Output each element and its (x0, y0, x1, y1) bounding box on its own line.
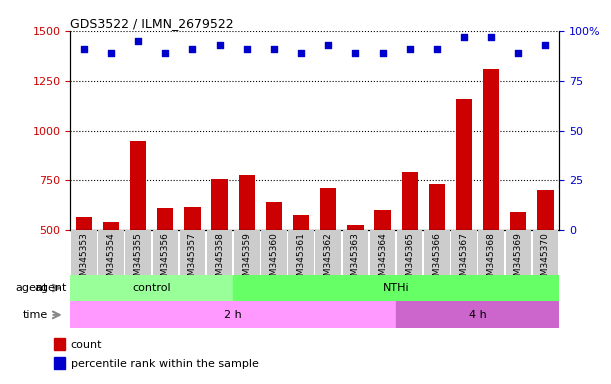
Text: GSM345355: GSM345355 (134, 233, 142, 288)
Text: GSM345364: GSM345364 (378, 233, 387, 287)
Bar (185, 207, 200, 330)
Bar (347, 225, 364, 330)
Bar (452, 230, 477, 275)
Bar (375, 210, 390, 330)
Text: GSM345353: GSM345353 (79, 233, 89, 288)
Text: control: control (133, 283, 171, 293)
Bar (478, 230, 504, 275)
Bar (70, 275, 233, 301)
Text: GSM345362: GSM345362 (324, 233, 333, 287)
Bar (396, 301, 559, 328)
Text: percentile rank within the sample: percentile rank within the sample (71, 359, 258, 369)
Text: GDS3522 / ILMN_2679522: GDS3522 / ILMN_2679522 (70, 17, 234, 30)
Bar (370, 230, 395, 275)
Text: GSM345368: GSM345368 (487, 233, 496, 288)
Bar (125, 230, 151, 275)
Point (79, 46, 89, 52)
Bar (266, 202, 282, 330)
Bar (130, 141, 146, 330)
Text: time: time (23, 310, 48, 320)
Point (486, 34, 496, 40)
Bar (54, 357, 65, 369)
Bar (397, 230, 422, 275)
Point (296, 50, 306, 56)
Bar (293, 215, 309, 330)
Bar (211, 179, 228, 330)
Bar (103, 222, 119, 330)
Bar (533, 230, 558, 275)
Point (214, 41, 224, 48)
Text: GSM345358: GSM345358 (215, 233, 224, 288)
Point (161, 50, 170, 56)
Text: GSM345363: GSM345363 (351, 233, 360, 288)
Bar (153, 230, 178, 275)
Bar (261, 230, 287, 275)
Text: GSM345360: GSM345360 (269, 233, 279, 288)
Point (106, 50, 116, 56)
Bar (76, 217, 92, 330)
Bar (207, 230, 232, 275)
Bar (537, 190, 554, 330)
Point (188, 46, 197, 52)
Point (378, 50, 387, 56)
Point (405, 46, 415, 52)
Text: GSM345361: GSM345361 (296, 233, 306, 288)
Bar (71, 230, 97, 275)
Text: GSM345359: GSM345359 (243, 233, 251, 288)
Bar (233, 275, 559, 301)
Text: GSM345356: GSM345356 (161, 233, 170, 288)
Bar (239, 175, 255, 330)
Bar (424, 230, 450, 275)
Point (242, 46, 252, 52)
Text: GSM345365: GSM345365 (405, 233, 414, 288)
Bar (54, 338, 65, 350)
Text: GSM345366: GSM345366 (433, 233, 441, 288)
Text: GSM345357: GSM345357 (188, 233, 197, 288)
Point (323, 41, 333, 48)
Bar (98, 230, 124, 275)
Point (513, 50, 523, 56)
Point (432, 46, 442, 52)
Text: agent: agent (15, 283, 48, 293)
Bar (401, 172, 418, 330)
Point (133, 38, 143, 44)
Text: NTHi: NTHi (383, 283, 409, 293)
Bar (157, 209, 174, 330)
Text: 4 h: 4 h (469, 310, 486, 320)
Bar (483, 69, 499, 330)
Bar (70, 301, 396, 328)
Text: GSM345370: GSM345370 (541, 233, 550, 288)
Point (541, 41, 551, 48)
Bar (234, 230, 260, 275)
Text: count: count (71, 340, 102, 350)
Bar (343, 230, 368, 275)
Point (269, 46, 279, 52)
Point (459, 34, 469, 40)
Text: GSM345354: GSM345354 (106, 233, 115, 287)
Text: agent: agent (35, 283, 67, 293)
Bar (510, 212, 527, 330)
Bar (315, 230, 341, 275)
Bar (456, 99, 472, 330)
Bar (429, 184, 445, 330)
Text: GSM345367: GSM345367 (459, 233, 469, 288)
Text: 2 h: 2 h (224, 310, 242, 320)
Bar (505, 230, 531, 275)
Bar (288, 230, 314, 275)
Bar (180, 230, 205, 275)
Text: GSM345369: GSM345369 (514, 233, 523, 288)
Point (351, 50, 360, 56)
Bar (320, 189, 337, 330)
